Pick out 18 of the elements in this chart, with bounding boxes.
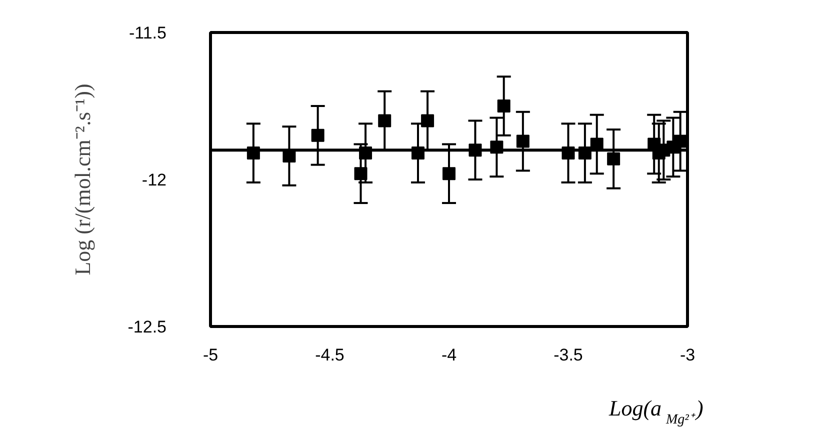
point	[311, 128, 324, 142]
y-tick-label: -12	[142, 170, 167, 190]
point	[607, 152, 620, 166]
x-tick-label: -4	[441, 346, 457, 364]
y-tick-label: -12.5	[128, 318, 166, 336]
y-axis-title: Log (r/(mol.cm⁻².s⁻¹))	[70, 84, 95, 276]
point	[497, 100, 510, 112]
point	[354, 167, 368, 180]
y-tick-label: -11.5	[129, 24, 167, 42]
x-tick-label: -3.5	[554, 346, 583, 364]
x-tick-label: -4.5	[315, 346, 344, 364]
point	[378, 114, 392, 128]
x-tick-label: -3	[680, 346, 696, 364]
point	[516, 134, 530, 148]
x-tick-label: -5	[202, 346, 218, 364]
point	[442, 167, 456, 180]
point	[421, 114, 434, 128]
point	[674, 134, 687, 148]
